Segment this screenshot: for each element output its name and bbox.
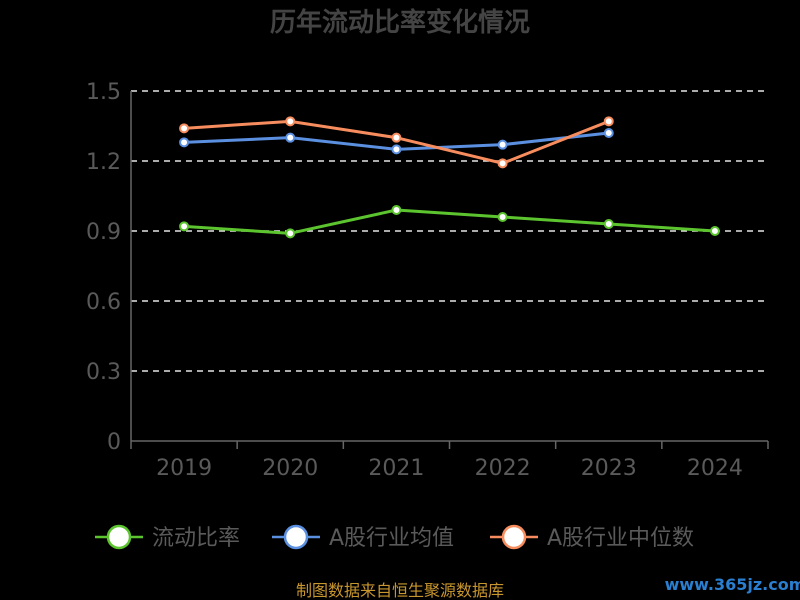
x-tick-label: 2019	[156, 456, 212, 481]
legend[interactable]: 流动比率 A股行业均值 A股行业中位数	[95, 524, 694, 551]
axis-layer: 0 0.3 0.6 0.9 1.2 1.5 2019 2020 2021 2022 2023 2024	[86, 80, 769, 481]
data-point[interactable]	[391, 144, 402, 155]
y-tick-label: 0.9	[86, 220, 121, 245]
grid-layer	[131, 90, 768, 372]
data-point[interactable]	[285, 116, 296, 127]
x-tick-label: 2023	[581, 456, 637, 481]
series-2	[179, 116, 614, 169]
x-tick-label: 2021	[368, 456, 424, 481]
data-point[interactable]	[285, 132, 296, 143]
series-1	[179, 128, 614, 155]
data-point[interactable]	[709, 226, 720, 236]
data-point[interactable]	[497, 212, 508, 222]
data-point[interactable]	[179, 221, 190, 232]
y-tick-label: 1.2	[86, 150, 121, 175]
x-tick-label: 2022	[475, 456, 531, 481]
data-point[interactable]	[497, 158, 508, 169]
data-point[interactable]	[391, 205, 402, 215]
series-line	[183, 208, 716, 235]
series-layer	[179, 116, 720, 239]
legend-item[interactable]: 流动比率	[95, 524, 240, 551]
data-point[interactable]	[497, 139, 508, 150]
legend-item[interactable]: A股行业均值	[272, 524, 454, 551]
series-0	[179, 205, 720, 239]
x-tick-label: 2024	[687, 456, 743, 481]
data-point[interactable]	[285, 228, 296, 239]
data-point[interactable]	[179, 137, 190, 148]
source-note: 制图数据来自恒生聚源数据库	[296, 581, 504, 600]
chart-title: 历年流动比率变化情况	[270, 7, 530, 38]
legend-label: A股行业中位数	[547, 526, 694, 551]
legend-item[interactable]: A股行业中位数	[490, 524, 694, 551]
data-point[interactable]	[603, 128, 614, 138]
y-tick-label: 0	[107, 430, 121, 455]
legend-label: A股行业均值	[329, 526, 454, 551]
data-point[interactable]	[179, 123, 190, 134]
watermark: www.365jz.com	[665, 575, 800, 594]
y-tick-label: 1.5	[86, 80, 121, 105]
legend-label: 流动比率	[152, 526, 240, 551]
legend-marker	[283, 524, 309, 550]
data-point[interactable]	[391, 132, 402, 143]
data-point[interactable]	[603, 219, 614, 229]
y-tick-label: 0.6	[86, 290, 121, 315]
legend-marker	[501, 524, 527, 550]
y-tick-label: 0.3	[86, 360, 121, 385]
legend-marker	[106, 524, 132, 550]
x-tick-label: 2020	[262, 456, 318, 481]
data-point[interactable]	[603, 116, 614, 127]
